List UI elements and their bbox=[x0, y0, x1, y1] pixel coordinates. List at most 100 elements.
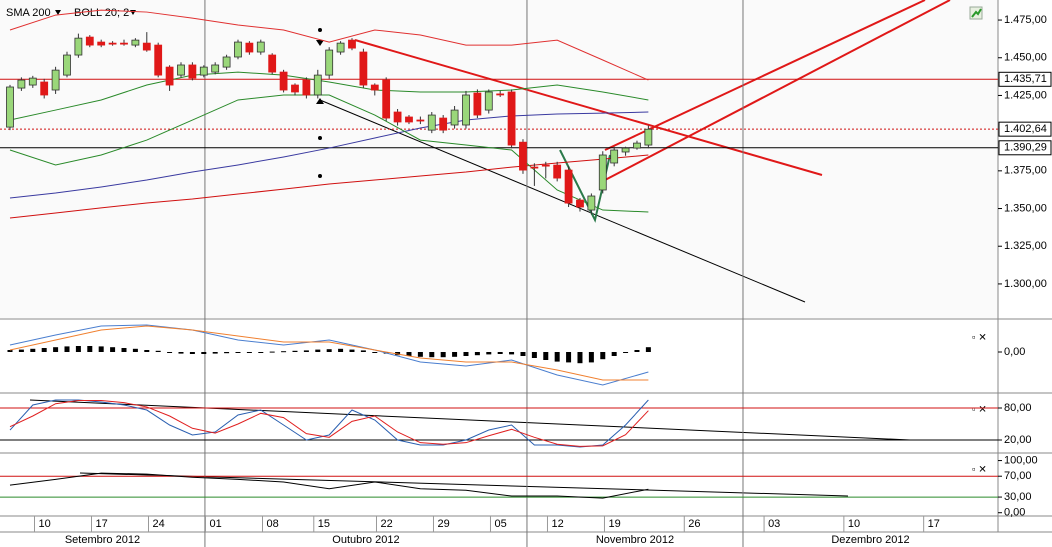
histogram-bar bbox=[577, 352, 583, 364]
x-tick-label: 17 bbox=[95, 518, 107, 530]
candle-body bbox=[165, 66, 174, 86]
marker bbox=[318, 136, 322, 140]
histogram-bar bbox=[326, 349, 332, 352]
series-line bbox=[9, 472, 649, 499]
histogram-bar bbox=[406, 352, 412, 356]
month-label: Dezembro 2012 bbox=[831, 534, 909, 546]
reference-label-box bbox=[998, 71, 1052, 87]
histogram-bar bbox=[566, 352, 572, 363]
series-line bbox=[9, 399, 649, 448]
marker bbox=[316, 40, 324, 46]
candle-body bbox=[382, 79, 391, 119]
trend-line bbox=[29, 399, 911, 441]
marker bbox=[318, 28, 322, 32]
pane-icon[interactable]: ▫ ✕ bbox=[972, 333, 987, 344]
candle-body bbox=[348, 39, 356, 49]
y-tick-label: 80,00 bbox=[1004, 402, 1032, 414]
histogram-bar bbox=[281, 351, 287, 353]
x-tick-label: 15 bbox=[318, 518, 330, 530]
candle-body bbox=[610, 149, 619, 164]
candle-body bbox=[416, 119, 425, 122]
candle-body bbox=[199, 66, 208, 76]
histogram-bar bbox=[474, 352, 480, 356]
histogram-bar bbox=[452, 352, 458, 357]
series-line bbox=[9, 111, 649, 199]
histogram-bar bbox=[315, 349, 321, 352]
x-tick-label: 29 bbox=[437, 518, 449, 530]
x-tick-label: 01 bbox=[209, 518, 221, 530]
histogram-bar bbox=[623, 352, 629, 353]
marker bbox=[316, 98, 324, 104]
price-pane bbox=[0, 0, 998, 318]
pane-icon[interactable]: ▫ ✕ bbox=[972, 405, 987, 416]
y-tick-label: 1.325,00 bbox=[1004, 240, 1047, 252]
marker bbox=[318, 174, 322, 178]
candle-body bbox=[28, 77, 37, 86]
month-label: Outubro 2012 bbox=[332, 534, 399, 546]
legend-entry[interactable]: SMA 200 bbox=[6, 7, 51, 19]
candle-body bbox=[302, 79, 311, 96]
candle-body bbox=[108, 42, 117, 45]
candle-body bbox=[291, 84, 299, 93]
candle-body bbox=[188, 64, 197, 79]
histogram-bar bbox=[167, 352, 173, 353]
month-label: Setembro 2012 bbox=[65, 534, 140, 546]
candle-body bbox=[245, 42, 254, 53]
candle-body bbox=[256, 41, 265, 53]
histogram-bar bbox=[110, 347, 116, 352]
candle-body bbox=[553, 164, 562, 179]
histogram-bar bbox=[18, 349, 24, 352]
candle-body bbox=[439, 117, 448, 131]
histogram-bar bbox=[509, 352, 515, 355]
candle-body bbox=[97, 41, 106, 46]
histogram-bar bbox=[30, 348, 36, 352]
histogram-bar bbox=[144, 350, 150, 352]
legend-entry[interactable]: BOLL 20; 2 bbox=[74, 7, 129, 19]
candle-body bbox=[142, 42, 151, 51]
candle-body bbox=[541, 164, 550, 167]
histogram-bar bbox=[87, 346, 93, 352]
trend-line bbox=[319, 99, 806, 303]
reference-label-box bbox=[998, 140, 1052, 156]
pane-icon[interactable]: ▫ ✕ bbox=[972, 465, 987, 476]
histogram-bar bbox=[98, 346, 104, 352]
reference-label-box bbox=[998, 121, 1052, 137]
x-tick-label: 26 bbox=[688, 518, 700, 530]
trend-line bbox=[354, 39, 823, 176]
month-label: Novembro 2012 bbox=[596, 534, 674, 546]
candle-body bbox=[120, 42, 128, 45]
histogram-bar bbox=[645, 347, 651, 352]
candle-body bbox=[279, 71, 288, 91]
histogram-bar bbox=[372, 352, 378, 353]
candle-body bbox=[462, 94, 470, 126]
y-tick-label: 20,00 bbox=[1004, 434, 1032, 446]
x-tick-label: 10 bbox=[38, 518, 50, 530]
histogram-bar bbox=[132, 348, 138, 352]
reference-label: 1.390,29 bbox=[1004, 142, 1047, 154]
candle-body bbox=[576, 199, 584, 208]
pane-borders bbox=[0, 0, 1052, 533]
dropdown[interactable] bbox=[55, 10, 61, 15]
series-line bbox=[9, 400, 649, 447]
histogram-bar bbox=[520, 352, 526, 356]
candle-body bbox=[17, 79, 26, 89]
histogram-bar bbox=[246, 352, 252, 353]
histogram-bar bbox=[292, 350, 298, 352]
candle-body bbox=[473, 92, 482, 116]
y-tick-label: 1.425,00 bbox=[1004, 89, 1047, 101]
y-tick-label: 1.450,00 bbox=[1004, 52, 1047, 64]
y-tick-label: 1.475,00 bbox=[1004, 14, 1047, 26]
histogram-bar bbox=[201, 352, 207, 354]
x-tick-label: 08 bbox=[266, 518, 278, 530]
candle-body bbox=[564, 169, 573, 204]
y-tick-label: 1.350,00 bbox=[1004, 202, 1047, 214]
trend-line bbox=[604, 0, 951, 181]
histogram-bar bbox=[349, 349, 355, 352]
y-tick-label: 1.375,00 bbox=[1004, 165, 1047, 177]
candle-body bbox=[177, 64, 185, 76]
histogram-bar bbox=[360, 350, 366, 352]
candle-body bbox=[507, 91, 516, 146]
y-tick-label: 0,00 bbox=[1004, 346, 1025, 358]
candle-body bbox=[621, 147, 630, 153]
